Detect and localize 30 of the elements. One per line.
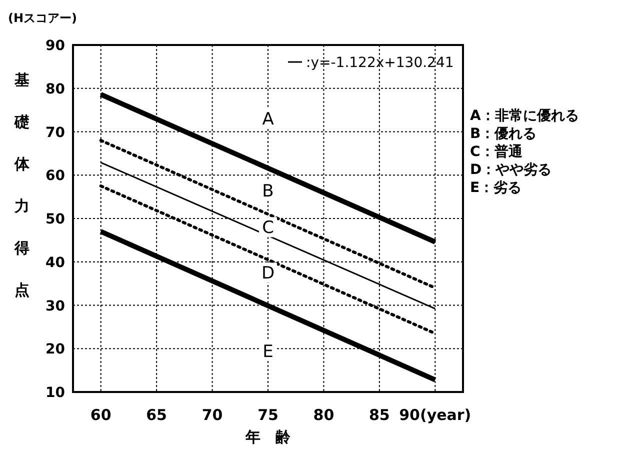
y-tick-label: 20	[46, 342, 66, 358]
x-tick-label: 90(year)	[399, 406, 472, 424]
y-tick-label: 40	[46, 254, 66, 271]
x-axis-title: 年 齢	[244, 428, 292, 446]
y-tick-label: 60	[46, 168, 66, 184]
x-tick-label: 60	[90, 406, 112, 424]
x-tick-label: 80	[313, 406, 334, 424]
y-tick-label: 90	[46, 38, 66, 54]
y-tick-label: 50	[46, 212, 66, 228]
text: B：優れる	[470, 126, 537, 142]
text: (Hスコアー)	[8, 11, 78, 25]
x-tick-label: 70	[202, 406, 223, 424]
y-tick-label: 10	[46, 385, 66, 401]
annotation: C	[262, 218, 274, 238]
y-tick-label: 70	[46, 124, 66, 141]
y-tick-label: 30	[46, 298, 66, 314]
text: C：普通	[470, 143, 524, 160]
x-tick-label: 65	[146, 406, 168, 424]
x-tick-label: 75	[258, 406, 278, 424]
text: D：やや劣る	[470, 162, 552, 178]
y-tick-label: 80	[46, 81, 66, 98]
x-tick-label: 85	[368, 406, 390, 424]
annotation: B	[262, 181, 274, 202]
legend-label: :y=-1.122x+130.241	[306, 55, 454, 71]
annotation: D	[261, 264, 275, 284]
text: 基礎体力得点	[14, 71, 30, 299]
text: A：非常に優れる	[470, 108, 579, 124]
annotation: A	[262, 110, 274, 130]
annotation: E	[262, 342, 274, 362]
text: E：劣る	[470, 180, 522, 196]
